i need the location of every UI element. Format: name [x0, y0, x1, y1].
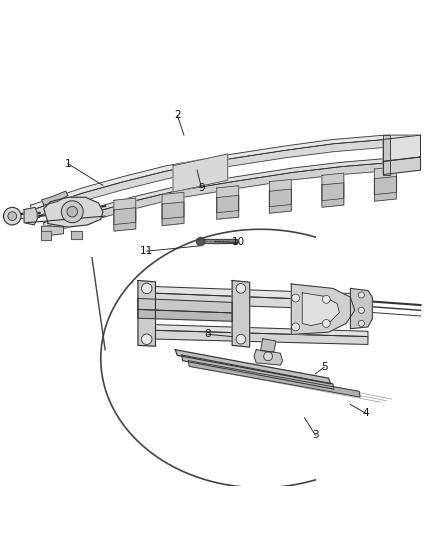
Polygon shape — [145, 330, 368, 344]
Polygon shape — [291, 284, 355, 334]
Circle shape — [61, 201, 83, 223]
Polygon shape — [383, 135, 420, 161]
Polygon shape — [42, 191, 68, 205]
Polygon shape — [302, 293, 339, 326]
Circle shape — [322, 295, 330, 303]
Text: 8: 8 — [205, 329, 212, 340]
Polygon shape — [383, 135, 390, 175]
Text: 11: 11 — [140, 246, 153, 256]
Polygon shape — [162, 202, 184, 225]
Polygon shape — [24, 207, 37, 225]
Polygon shape — [383, 157, 420, 174]
Text: 4: 4 — [362, 408, 369, 418]
Text: 5: 5 — [321, 362, 328, 372]
Polygon shape — [31, 140, 420, 219]
Polygon shape — [173, 154, 228, 192]
Circle shape — [322, 319, 330, 327]
Polygon shape — [44, 161, 420, 235]
Polygon shape — [261, 339, 276, 352]
Circle shape — [358, 320, 364, 327]
Polygon shape — [269, 189, 291, 213]
Text: 3: 3 — [312, 430, 319, 440]
Circle shape — [264, 352, 272, 361]
Polygon shape — [350, 288, 372, 329]
Polygon shape — [145, 293, 368, 310]
Circle shape — [4, 207, 21, 225]
Polygon shape — [374, 176, 396, 201]
Circle shape — [358, 307, 364, 313]
Circle shape — [196, 237, 205, 246]
Circle shape — [141, 283, 152, 294]
Circle shape — [141, 334, 152, 344]
Text: 9: 9 — [198, 183, 205, 192]
Polygon shape — [269, 180, 291, 207]
Text: 2: 2 — [174, 110, 181, 120]
Circle shape — [236, 334, 246, 344]
Polygon shape — [322, 183, 344, 207]
Polygon shape — [182, 355, 334, 389]
Polygon shape — [217, 196, 239, 219]
Circle shape — [292, 294, 300, 302]
Polygon shape — [114, 198, 136, 224]
Polygon shape — [44, 197, 103, 227]
Circle shape — [236, 284, 246, 293]
Polygon shape — [232, 280, 250, 347]
Polygon shape — [138, 310, 232, 321]
Circle shape — [358, 292, 364, 298]
Polygon shape — [114, 208, 136, 231]
Polygon shape — [71, 231, 82, 239]
Text: 10: 10 — [232, 237, 245, 247]
Polygon shape — [254, 350, 283, 365]
Polygon shape — [145, 324, 368, 336]
Polygon shape — [145, 286, 368, 302]
Polygon shape — [42, 226, 64, 235]
Circle shape — [292, 323, 300, 331]
Polygon shape — [138, 280, 155, 346]
Polygon shape — [175, 350, 331, 384]
Polygon shape — [201, 239, 237, 243]
Text: 1: 1 — [64, 159, 71, 168]
Circle shape — [67, 206, 78, 217]
Polygon shape — [162, 192, 184, 219]
Polygon shape — [188, 361, 360, 397]
Circle shape — [8, 212, 17, 221]
Polygon shape — [217, 185, 239, 213]
Polygon shape — [374, 167, 396, 195]
Polygon shape — [44, 157, 420, 227]
Polygon shape — [41, 231, 51, 240]
Polygon shape — [138, 298, 232, 313]
Polygon shape — [31, 135, 420, 211]
Polygon shape — [322, 173, 344, 200]
